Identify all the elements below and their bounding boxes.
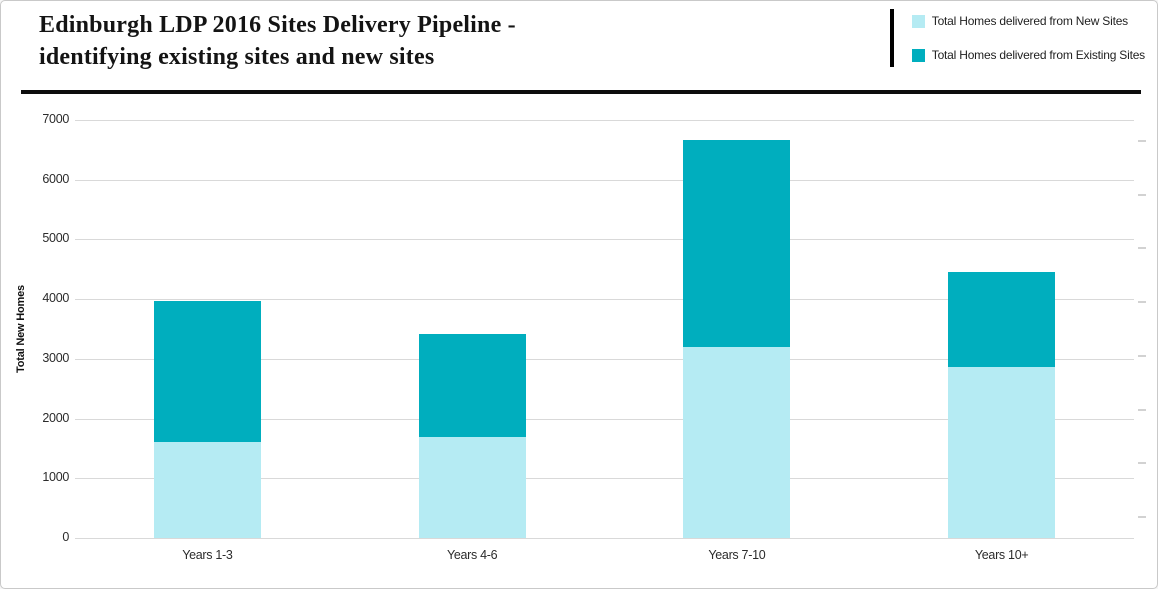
x-tick-label: Years 10+ [974, 548, 1029, 562]
legend-item-existing-sites: Total Homes delivered from Existing Site… [911, 48, 1145, 62]
chart-title: Edinburgh LDP 2016 Sites Delivery Pipeli… [39, 9, 516, 73]
segment-new-sites [418, 436, 526, 538]
right-axis-minor-tick [1138, 354, 1146, 357]
bar-years-4-6 [418, 333, 526, 538]
gridline [75, 418, 1134, 420]
x-tick-label: Years 4-6 [446, 548, 498, 562]
chart-title-line-1: Edinburgh LDP 2016 Sites Delivery Pipeli… [39, 12, 516, 38]
segment-existing-sites [683, 139, 791, 347]
right-axis-minor-tick [1138, 301, 1146, 304]
x-tick-label: Years 7-10 [708, 548, 766, 562]
bar-years-7-10 [683, 139, 791, 538]
right-axis-minor-tick [1138, 193, 1146, 196]
y-tick-label: 2000 [42, 410, 69, 425]
gridline [75, 179, 1134, 181]
y-tick-labels: 0 1000 2000 3000 4000 5000 6000 7000 [1, 112, 69, 544]
y-tick-label: 1000 [42, 470, 69, 485]
bar-years-1-3 [153, 300, 261, 538]
segment-new-sites [948, 366, 1056, 538]
legend: Total Homes delivered from New Sites Tot… [889, 9, 1149, 67]
y-tick-label: 5000 [42, 231, 69, 246]
legend-label-new-sites: Total Homes delivered from New Sites [931, 14, 1128, 28]
y-tick-label: 3000 [42, 350, 69, 365]
plot-area [75, 120, 1146, 539]
y-tick-label: 0 [62, 530, 69, 544]
legend-label-existing-sites: Total Homes delivered from Existing Site… [931, 48, 1145, 62]
chart-title-line-2: identifying existing sites and new sites [39, 44, 435, 70]
y-tick-label: 7000 [42, 112, 69, 126]
segment-new-sites [683, 346, 791, 538]
x-tick-label: Years 1-3 [182, 548, 233, 562]
bar-years-10- [948, 272, 1056, 538]
right-axis-minor-tick [1138, 462, 1146, 465]
legend-item-new-sites: Total Homes delivered from New Sites [911, 14, 1145, 28]
y-tick-label: 6000 [42, 171, 69, 186]
right-axis-minor-tick [1138, 515, 1146, 518]
gridline [75, 299, 1134, 301]
gridline [75, 538, 1134, 539]
segment-existing-sites [153, 300, 261, 443]
gridline [75, 239, 1134, 241]
legend-swatch-existing-sites [911, 48, 925, 62]
right-axis-minor-tick [1138, 408, 1146, 411]
x-axis-labels: Years 1-3 Years 4-6 Years 7-10 Years 10+ [75, 548, 1134, 562]
segment-existing-sites [418, 333, 526, 437]
right-axis-minor-tick [1138, 247, 1146, 250]
segment-new-sites [153, 442, 261, 538]
gridline [75, 120, 1134, 121]
title-divider-line [21, 90, 1141, 94]
gridline [75, 478, 1134, 480]
gridline [75, 358, 1134, 360]
right-axis-minor-tick [1138, 140, 1146, 142]
y-tick-label: 4000 [42, 291, 69, 306]
legend-swatch-new-sites [911, 14, 925, 28]
segment-existing-sites [948, 272, 1056, 367]
